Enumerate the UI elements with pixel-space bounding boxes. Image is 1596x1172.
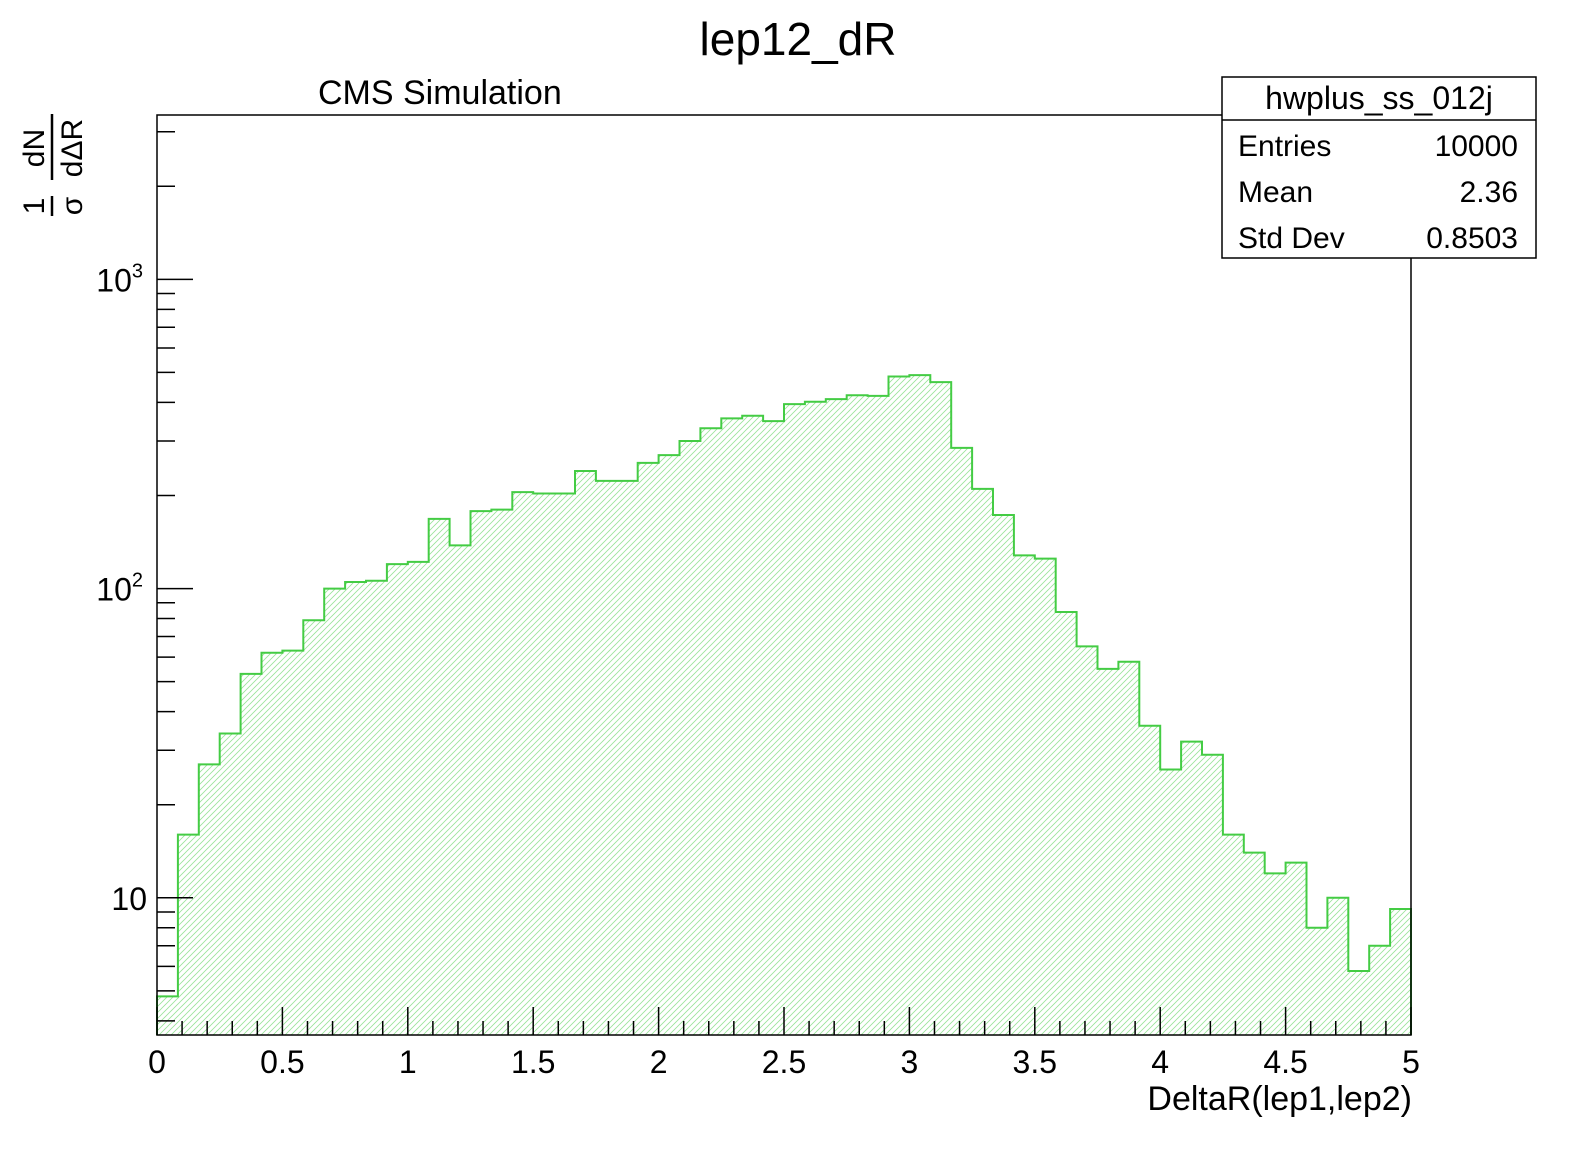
histogram-bin (993, 515, 1014, 1035)
histogram-bin (972, 489, 993, 1035)
histogram-bin (1077, 646, 1098, 1035)
y-label-den-right: dΔR (56, 119, 89, 177)
histogram-bin (826, 399, 847, 1035)
histogram-bin (575, 471, 596, 1035)
histogram-bin (1265, 873, 1286, 1035)
histogram-outline (156, 374, 1412, 1035)
histogram-bin (199, 764, 220, 1035)
histogram-bin (282, 651, 303, 1035)
histogram-bin (491, 510, 512, 1035)
histogram-bin (659, 455, 680, 1035)
y-tick-label: 103 (96, 260, 143, 298)
y-axis-label: 1 σ dN dΔR (18, 114, 89, 216)
histogram-bin (805, 402, 826, 1035)
stats-stddev-label: Std Dev (1238, 222, 1345, 255)
stats-entries-value: 10000 (1435, 130, 1518, 163)
histogram-bin (847, 395, 868, 1035)
stats-stddev-value: 0.8503 (1426, 222, 1518, 255)
histogram-bin (909, 375, 930, 1035)
histogram-bin (763, 421, 784, 1035)
histogram-bin (1348, 971, 1369, 1035)
histogram-bin (1390, 909, 1411, 1035)
y-tick-label: 10 (111, 881, 147, 917)
histogram-bin (387, 564, 408, 1035)
histogram-bin (1244, 853, 1265, 1035)
chart-subtitle: CMS Simulation (318, 74, 562, 112)
histogram-bin (742, 416, 763, 1035)
histogram-bin (638, 463, 659, 1035)
histogram-bin (554, 493, 575, 1035)
histogram-bin (1118, 662, 1139, 1035)
y-label-den-left: σ (56, 196, 89, 215)
chart-title: lep12_dR (700, 13, 897, 65)
histogram-bin (512, 492, 533, 1035)
x-tick-label: 5 (1402, 1044, 1420, 1080)
x-tick-label: 2 (650, 1044, 668, 1080)
x-axis-label: DeltaR(lep1,lep2) (1147, 1080, 1412, 1118)
x-tick-label: 2.5 (762, 1044, 806, 1080)
y-label-num-left: 1 (18, 198, 51, 215)
histogram-bin (533, 493, 554, 1035)
plot-area: 0 0.5 1 1.5 2 2.5 3 3.5 4 4.5 5 10 102 103 (96, 114, 1420, 1080)
x-tick-label: 4.5 (1263, 1044, 1307, 1080)
histogram-bin (324, 589, 345, 1035)
histogram-bin (596, 481, 617, 1035)
x-tick-label: 3 (901, 1044, 919, 1080)
histogram-bin (366, 581, 387, 1035)
histogram-bin (450, 545, 471, 1035)
histogram-bin (157, 996, 178, 1035)
histogram-bin (617, 481, 638, 1035)
histogram-bin (408, 562, 429, 1035)
histogram-bin (1223, 835, 1244, 1035)
histogram-bin (1369, 946, 1390, 1035)
x-tick-label: 3.5 (1013, 1044, 1057, 1080)
histogram-bin (345, 582, 366, 1035)
stats-box: hwplus_ss_012j Entries 10000 Mean 2.36 S… (1221, 76, 1537, 259)
histogram-bin (1139, 726, 1160, 1035)
histogram-bin (700, 428, 721, 1035)
histogram-bin (784, 404, 805, 1035)
histogram-bin (1181, 742, 1202, 1035)
histogram-bin (1327, 898, 1348, 1035)
histogram-bin (1056, 612, 1077, 1035)
histogram-bin (868, 396, 889, 1035)
x-tick-label: 1.5 (511, 1044, 555, 1080)
histogram-bin (262, 653, 283, 1035)
stats-entries-label: Entries (1238, 130, 1331, 163)
histogram-bin (241, 674, 262, 1035)
x-tick-label: 4 (1151, 1044, 1169, 1080)
histogram-bin (930, 382, 951, 1035)
stats-mean-label: Mean (1238, 176, 1313, 209)
histogram-bin (889, 377, 910, 1035)
histogram-bin (1035, 559, 1056, 1035)
histogram-bin (680, 441, 701, 1035)
histogram-bin (303, 620, 324, 1035)
histogram-bin (429, 519, 450, 1035)
histogram-bin (1098, 669, 1119, 1035)
y-label-num-right: dN (18, 129, 51, 167)
x-tick-label: 0 (148, 1044, 166, 1080)
x-axis-ticks: 0 0.5 1 1.5 2 2.5 3 3.5 4 4.5 5 (148, 1007, 1420, 1080)
histogram-bin (471, 511, 492, 1035)
histogram-bin (178, 835, 199, 1035)
histogram-bin (951, 448, 972, 1035)
stats-mean-value: 2.36 (1460, 176, 1518, 209)
histogram-bin (1014, 555, 1035, 1035)
x-tick-label: 0.5 (260, 1044, 304, 1080)
histogram-bin (721, 418, 742, 1035)
histogram-bin (220, 733, 241, 1035)
y-tick-label: 102 (96, 570, 143, 608)
stats-box-title: hwplus_ss_012j (1265, 80, 1493, 116)
histogram-bin (1286, 863, 1307, 1035)
histogram-bin (1202, 755, 1223, 1035)
stats-box-frame (1221, 76, 1537, 259)
y-axis-ticks: 10 102 103 (96, 131, 193, 1022)
histogram-bin (1307, 928, 1328, 1035)
x-tick-label: 1 (399, 1044, 417, 1080)
histogram-bin (1160, 769, 1181, 1035)
histogram-bins (157, 375, 1411, 1035)
